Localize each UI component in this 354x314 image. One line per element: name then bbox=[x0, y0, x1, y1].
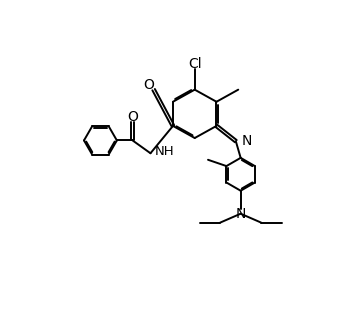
Text: Cl: Cl bbox=[188, 57, 201, 71]
Text: N: N bbox=[241, 134, 252, 148]
Text: O: O bbox=[143, 78, 154, 92]
Text: NH: NH bbox=[155, 145, 175, 158]
Text: O: O bbox=[127, 110, 138, 124]
Text: N: N bbox=[235, 207, 246, 221]
